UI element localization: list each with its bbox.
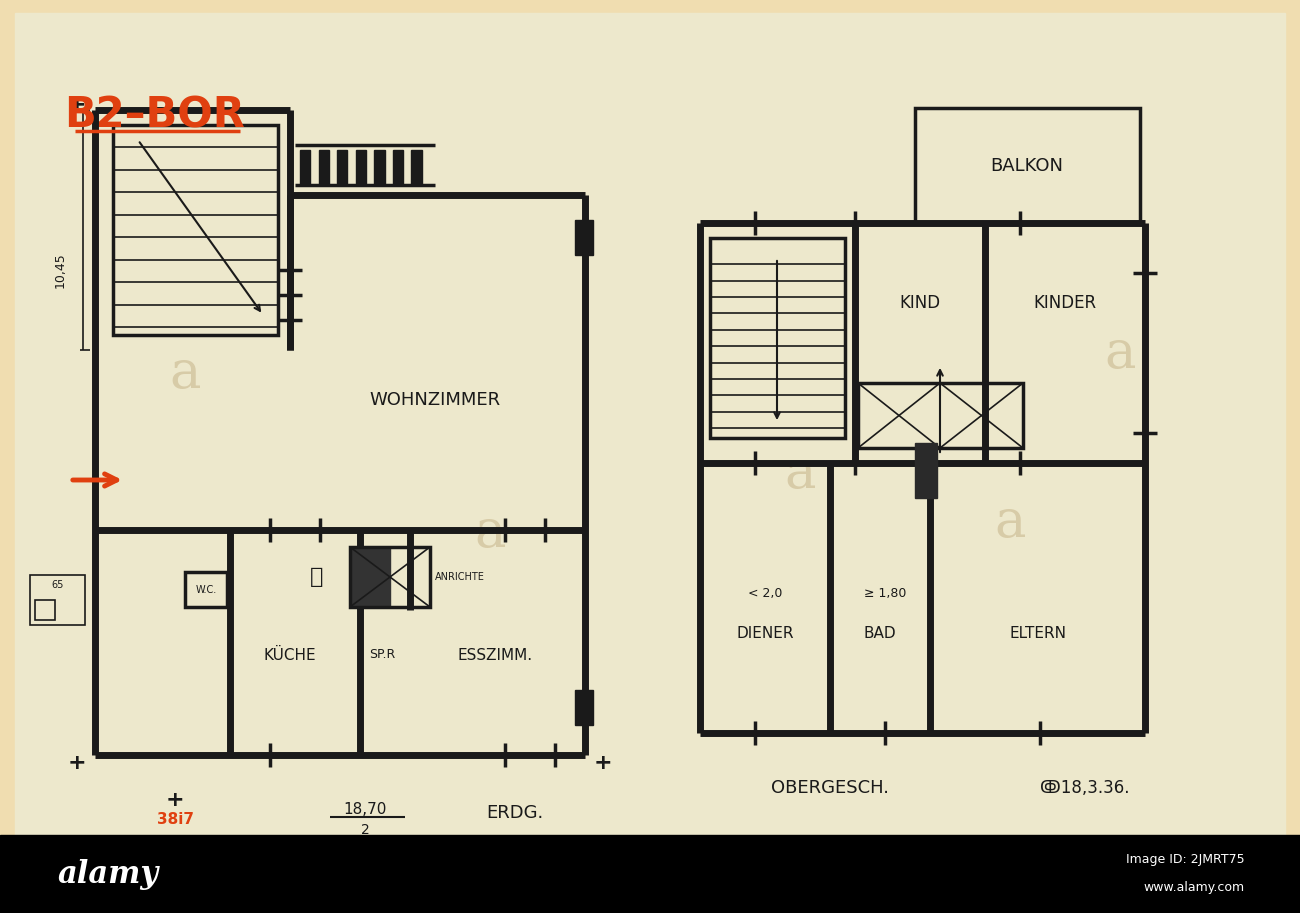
Text: 38i7: 38i7 [156, 813, 194, 827]
Bar [915, 108, 1140, 223]
Text: alamy: alamy [58, 858, 159, 889]
Text: ELTERN: ELTERN [1010, 625, 1066, 641]
Text: ESSZIMM.: ESSZIMM. [458, 647, 533, 663]
Text: OBERGESCH.: OBERGESCH. [771, 779, 889, 797]
Bar [337, 150, 347, 185]
Bar [350, 547, 390, 607]
Text: 65: 65 [52, 580, 64, 590]
Bar [858, 383, 1023, 448]
Text: +: + [594, 753, 612, 773]
Text: WOHNZIMMER: WOHNZIMMER [369, 391, 500, 409]
Text: ℋ: ℋ [311, 566, 324, 588]
Bar [411, 150, 421, 185]
Text: +: + [68, 95, 86, 115]
Text: a: a [784, 447, 816, 498]
Bar [393, 150, 403, 185]
Text: +: + [165, 790, 185, 810]
Text: ERDG.: ERDG. [486, 804, 543, 822]
Text: 2: 2 [360, 823, 369, 837]
Text: KINDER: KINDER [1034, 294, 1097, 312]
Text: B2–BOR: B2–BOR [65, 94, 246, 136]
Text: SP.R: SP.R [369, 648, 395, 662]
Text: DIENER: DIENER [736, 625, 794, 641]
Text: KIND: KIND [900, 294, 941, 312]
Bar [575, 220, 593, 255]
Bar [113, 125, 278, 335]
Text: www.alamy.com: www.alamy.com [1144, 880, 1245, 894]
Text: Image ID: 2JMRT75: Image ID: 2JMRT75 [1126, 853, 1245, 866]
Text: +: + [68, 753, 86, 773]
Bar [0, 835, 1300, 913]
Bar [30, 575, 84, 625]
Text: a: a [994, 498, 1026, 549]
Text: ERBES: ERBES [114, 841, 143, 849]
Text: W.C.: W.C. [195, 585, 217, 595]
Text: ANRICHTE: ANRICHTE [436, 572, 485, 582]
Text: < 2,0: < 2,0 [747, 586, 783, 600]
Bar [300, 150, 311, 185]
Text: a: a [474, 508, 506, 559]
Bar [350, 547, 430, 607]
Text: a: a [169, 348, 200, 398]
Bar [374, 150, 385, 185]
Text: a: a [1104, 328, 1136, 379]
Bar [710, 238, 845, 438]
Bar [185, 572, 228, 607]
Bar [356, 150, 365, 185]
Text: BAD: BAD [863, 625, 896, 641]
Bar [318, 150, 329, 185]
Text: 18,70: 18,70 [343, 803, 386, 817]
Bar [35, 600, 55, 620]
Text: ↂ18,3.36.: ↂ18,3.36. [1040, 779, 1130, 797]
Text: ≥ 1,80: ≥ 1,80 [863, 586, 906, 600]
Bar [915, 443, 937, 498]
Bar [575, 690, 593, 725]
Text: KÜCHE: KÜCHE [264, 647, 316, 663]
Text: BALKON: BALKON [991, 157, 1063, 175]
Text: 10,45: 10,45 [53, 252, 66, 288]
